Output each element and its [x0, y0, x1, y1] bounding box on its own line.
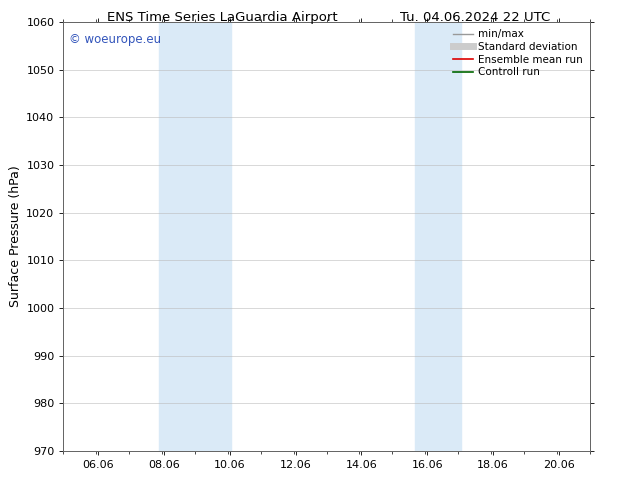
Bar [415, 22, 462, 451]
Bar [158, 22, 231, 451]
Legend: min/max, Standard deviation, Ensemble mean run, Controll run: min/max, Standard deviation, Ensemble me… [451, 27, 585, 79]
Text: ENS Time Series LaGuardia Airport: ENS Time Series LaGuardia Airport [107, 11, 337, 24]
Y-axis label: Surface Pressure (hPa): Surface Pressure (hPa) [9, 166, 22, 307]
Text: © woeurope.eu: © woeurope.eu [68, 33, 161, 46]
Text: Tu. 04.06.2024 22 UTC: Tu. 04.06.2024 22 UTC [401, 11, 550, 24]
